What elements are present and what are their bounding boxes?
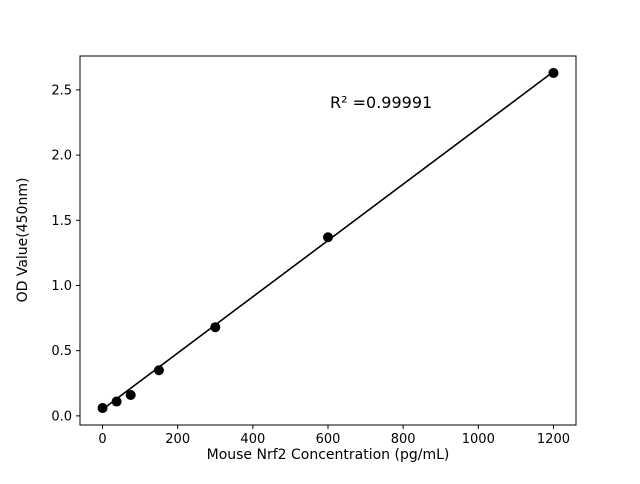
x-tick-label: 400 xyxy=(240,432,265,447)
data-point xyxy=(323,232,333,243)
data-point xyxy=(153,365,164,376)
y-tick-label: 2.0 xyxy=(51,149,72,164)
x-tick-label: 1000 xyxy=(462,432,495,447)
data-point xyxy=(125,390,136,401)
x-tick-label: 1200 xyxy=(537,432,570,447)
x-tick-label: 0 xyxy=(98,432,106,447)
y-tick-label: 1.0 xyxy=(51,279,72,294)
data-point xyxy=(97,403,108,414)
y-tick-label: 0.5 xyxy=(51,344,72,359)
x-axis-ticks: 0 200 400 600 800 1000 1200 xyxy=(98,425,570,447)
x-axis-label: Mouse Nrf2 Concentration (pg/mL) xyxy=(207,447,450,463)
data-series xyxy=(97,67,559,414)
y-axis-label: OD Value(450nm) xyxy=(15,178,31,303)
r-squared-annotation: R² =0.99991 xyxy=(330,93,432,112)
y-tick-label: 2.5 xyxy=(51,83,72,98)
data-point xyxy=(111,396,122,407)
y-tick-label: 0.0 xyxy=(51,409,72,424)
x-tick-label: 600 xyxy=(316,432,341,447)
data-point xyxy=(548,67,559,78)
x-tick-label: 200 xyxy=(165,432,190,447)
data-point xyxy=(210,322,221,333)
y-tick-label: 1.5 xyxy=(51,214,72,229)
x-tick-label: 800 xyxy=(391,432,416,447)
y-axis-ticks: 0.0 0.5 1.0 1.5 2.0 2.5 xyxy=(51,83,80,424)
